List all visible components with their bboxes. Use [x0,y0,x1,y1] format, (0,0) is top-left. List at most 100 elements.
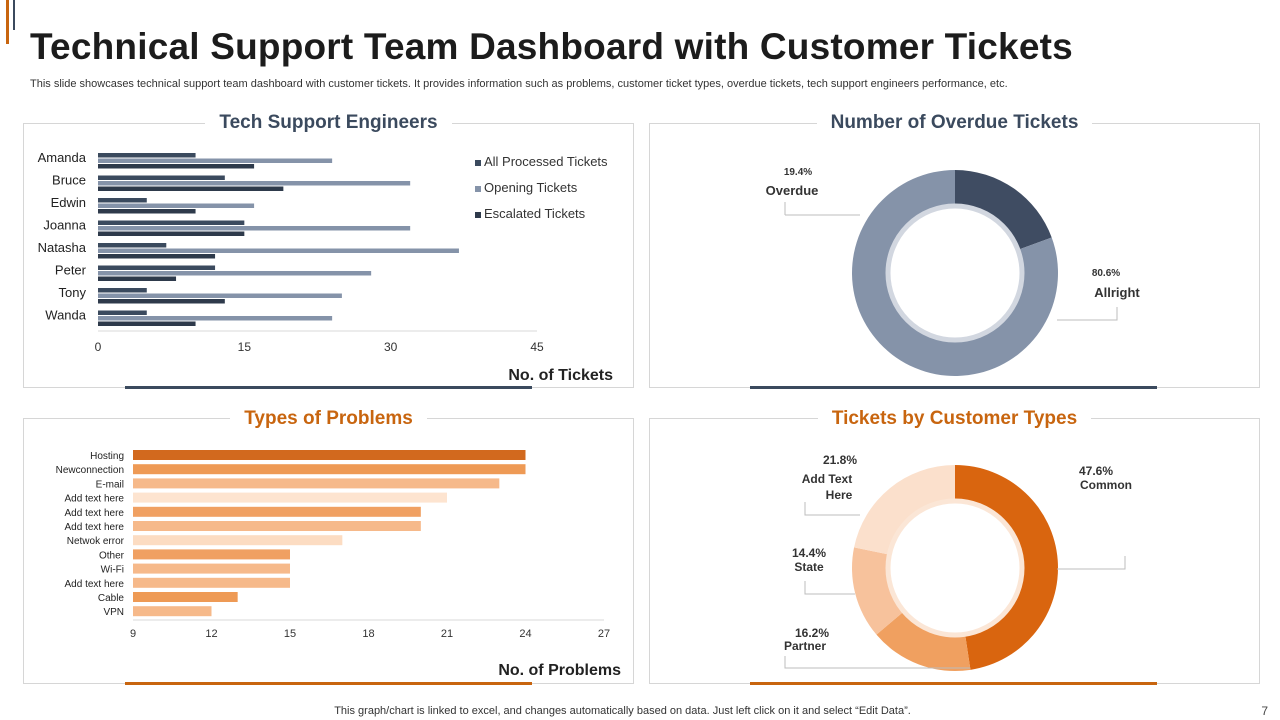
page-number: 7 [1261,704,1268,718]
problem-bar-7 [133,535,343,546]
label-state-value: 14.4% [792,546,826,560]
bar-escalated-tickets-joanna [98,231,245,236]
problems-x-tick-12: 12 [205,628,217,640]
problem-label-11: Cable [98,593,125,604]
legend-swatch-escalated-tickets [475,212,481,218]
leader-allright [1057,307,1118,321]
problems-title: Types of Problems [23,408,634,430]
bar-escalated-tickets-wanda [98,321,196,326]
engineers-chart: Amanda Bruce Edwin Joanna Natasha Peter Tony Wa… [38,150,614,384]
bar-escalated-tickets-tony [98,299,225,304]
problem-bar-2 [133,464,526,475]
bar-escalated-tickets-edwin [98,209,196,214]
accent-bar-navy [13,0,15,30]
category-label-peter: Peter [55,263,87,278]
bar-opening-tickets-bruce [98,181,411,186]
bar-all-processed-tickets-tony [98,288,147,293]
customer-inner-ring [885,498,1025,638]
category-label-wanda: Wanda [45,308,86,323]
customer-types-title: Tickets by Customer Types [649,408,1260,430]
leader-partner [784,656,970,669]
customer-donut-hole [891,504,1019,632]
footer-note: This graph/chart is linked to excel, and… [334,705,911,717]
customer-slice-partner [876,611,971,671]
category-label-edwin: Edwin [51,195,86,210]
problem-label-8: Other [99,550,125,561]
panel-types-of-problems: Hosting Newconnection E-mail Add text here A… [23,418,634,684]
overdue-slice-allright [852,170,1058,377]
label-allright-value: 80.6% [1092,268,1120,279]
problem-label-12: VPN [103,607,124,618]
problem-bar-6 [133,521,421,531]
legend-swatch-all-processed-tickets [475,160,481,166]
overdue-underline [750,386,1157,389]
problem-bar-4 [133,492,447,503]
overdue-donut-hole [891,209,1019,337]
bar-opening-tickets-joanna [98,226,411,231]
problems-x-tick-15: 15 [284,628,296,640]
label-overdue-value: 19.4% [784,167,812,178]
bar-opening-tickets-peter [98,271,372,276]
panel-tech-support-engineers: Amanda Bruce Edwin Joanna Natasha Peter Tony Wa… [23,123,634,388]
customer-types-underline [750,682,1157,685]
category-label-amanda: Amanda [38,150,87,165]
customer-slice-add-text-here [854,465,955,555]
problem-label-9: Wi-Fi [101,565,124,576]
problems-x-tick-24: 24 [519,628,531,640]
x-tick-45: 45 [530,340,544,354]
label-addtext-value: 21.8% [823,453,857,467]
problem-label-6: Add text here [65,522,125,533]
panel-overdue-tickets: 19.4% Overdue 80.6% Allright [649,123,1260,388]
problem-bar-8 [133,549,290,560]
x-tick-0: 0 [95,340,102,354]
problems-x-tick-27: 27 [598,628,610,640]
bar-all-processed-tickets-bruce [98,175,225,180]
label-partner-value: 16.2% [795,626,829,640]
bar-all-processed-tickets-peter [98,265,216,270]
customer-slice-common [955,465,1058,670]
bar-escalated-tickets-peter [98,276,177,281]
problem-bar-5 [133,506,421,517]
problem-label-5: Add text here [65,508,125,519]
label-allright-name: Allright [1094,285,1140,300]
x-tick-30: 30 [384,340,398,354]
bar-opening-tickets-tony [98,293,342,298]
engineers-underline [125,386,532,389]
problem-bar-9 [133,563,290,574]
category-label-tony: Tony [59,285,87,300]
category-label-natasha: Natasha [38,240,87,255]
problem-label-10: Add text here [65,579,125,590]
label-common-value: 47.6% [1079,464,1113,478]
bar-all-processed-tickets-amanda [98,153,196,158]
category-label-bruce: Bruce [52,173,86,188]
overdue-chart: 19.4% Overdue 80.6% Allright [766,167,1140,377]
problems-chart: Hosting Newconnection E-mail Add text here A… [56,450,621,679]
bar-opening-tickets-edwin [98,203,255,208]
label-addtext-name-line1: Add Text [802,472,852,486]
problem-bar-10 [133,577,290,588]
label-partner-name: Partner [784,639,826,653]
problems-underline [125,682,532,685]
problems-x-tick-9: 9 [130,628,136,640]
problem-label-1: Hosting [90,451,124,462]
problem-label-4: Add text here [65,494,125,505]
customer-slice-state [852,547,904,635]
engineers-title: Tech Support Engineers [23,112,634,134]
label-overdue-name: Overdue [766,183,819,198]
problem-bar-12 [133,606,212,617]
problem-label-7: Netwok error [67,536,125,547]
legend-label-all-processed-tickets: All Processed Tickets [484,154,608,169]
x-axis-title: No. of Tickets [508,367,613,384]
leader-state [804,581,855,595]
panel-customer-types: 47.6% Common 21.8% Add Text Here 14.4% State 16… [649,418,1260,684]
accent-bar-orange [6,0,9,44]
bar-opening-tickets-wanda [98,316,333,321]
problem-label-2: Newconnection [56,465,124,476]
customer-types-chart: 47.6%Common 21.8% Add Text Here 14.4%State 16… [784,453,1132,671]
problems-x-tick-18: 18 [362,628,374,640]
bar-escalated-tickets-natasha [98,254,216,259]
problems-x-axis-title: No. of Problems [498,662,621,679]
page-title: Technical Support Team Dashboard with Cu… [30,26,1073,67]
overdue-title: Number of Overdue Tickets [649,112,1260,134]
legend-label-opening-tickets: Opening Tickets [484,180,578,195]
